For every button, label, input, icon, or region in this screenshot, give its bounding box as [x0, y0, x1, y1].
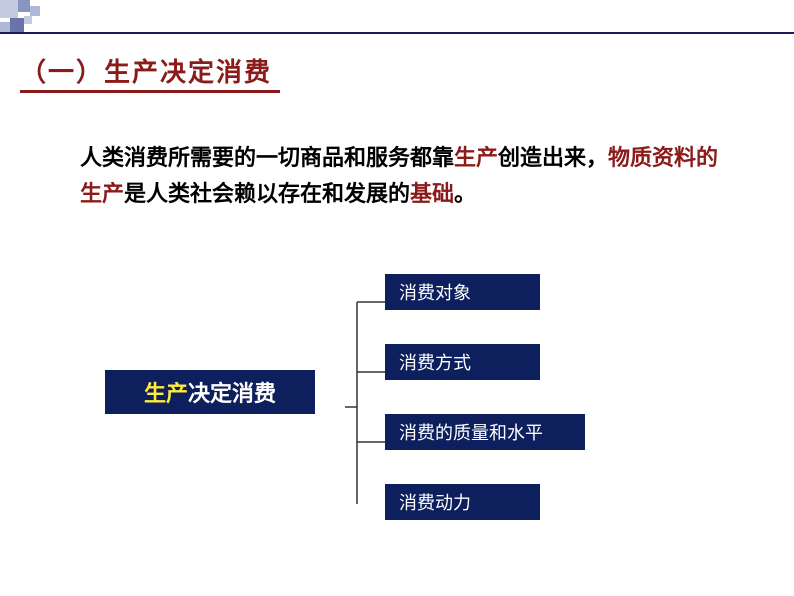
- section-title: （一）生产决定消费: [20, 52, 272, 89]
- corner-decoration: [0, 0, 80, 40]
- body-text-segment: 人类消费所需要的一切商品和服务都靠: [80, 145, 454, 170]
- diagram-child-node: 消费动力: [385, 484, 540, 520]
- deco-square: [0, 22, 10, 32]
- body-text-segment: 是人类社会赖以存在和发展的: [124, 181, 410, 206]
- concept-diagram: 生产决定消费 消费对象消费方式消费的质量和水平消费动力: [0, 270, 794, 570]
- body-text-segment: 基础: [410, 181, 454, 206]
- main-node-prefix: 生产: [144, 376, 188, 408]
- body-paragraph: 人类消费所需要的一切商品和服务都靠生产创造出来，物质资料的生产是人类社会赖以存在…: [80, 140, 720, 212]
- diagram-child-node: 消费对象: [385, 274, 540, 310]
- top-divider-line: [0, 32, 794, 34]
- deco-square: [10, 18, 24, 32]
- bracket-connector: [345, 280, 385, 504]
- deco-square: [18, 0, 30, 12]
- main-node-suffix: 决定消费: [188, 376, 276, 408]
- body-text-segment: 生产: [454, 145, 498, 170]
- deco-square: [0, 0, 18, 18]
- deco-square: [24, 16, 32, 24]
- title-underline: [20, 90, 280, 93]
- diagram-child-node: 消费的质量和水平: [385, 414, 585, 450]
- body-text-segment: 。: [454, 181, 476, 206]
- diagram-child-node: 消费方式: [385, 344, 540, 380]
- body-text-segment: 创造出来，: [498, 145, 608, 170]
- diagram-main-node: 生产决定消费: [105, 370, 315, 414]
- deco-square: [30, 6, 40, 16]
